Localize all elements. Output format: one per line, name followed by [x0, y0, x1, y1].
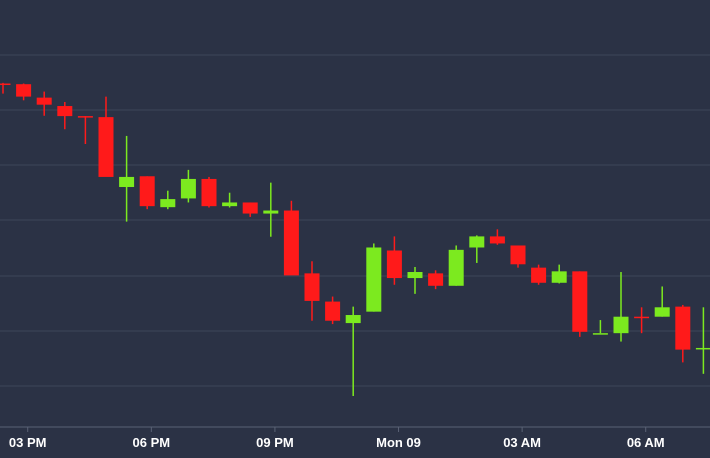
candle: [386, 236, 402, 285]
candle-body-up: [695, 347, 710, 350]
candle: [36, 91, 52, 116]
candle: [489, 229, 505, 245]
x-tick-label: 09 PM: [256, 435, 294, 450]
x-tick-label: 06 PM: [133, 435, 171, 450]
candle: [325, 296, 341, 325]
candle-body-down: [283, 210, 299, 276]
candle-body-up: [448, 249, 464, 286]
candle-body-down: [510, 245, 526, 265]
candle-body-up: [551, 271, 567, 283]
candle-body-down: [0, 83, 11, 86]
candle-body-down: [634, 316, 650, 319]
candle-body-up: [407, 272, 423, 279]
candle: [180, 169, 196, 203]
candle-body-down: [489, 236, 505, 244]
candle: [16, 83, 32, 101]
candle: [448, 245, 464, 286]
candle-body-up: [263, 210, 279, 214]
candle: [531, 264, 547, 285]
candle: [654, 286, 670, 317]
candle-body-up: [469, 236, 485, 248]
candle: [428, 270, 444, 290]
candle-body-down: [572, 271, 588, 332]
candle-body-down: [16, 84, 32, 97]
candles: [0, 82, 710, 396]
candle: [57, 102, 73, 130]
candle: [283, 200, 299, 276]
candle: [160, 190, 176, 210]
candle-body-down: [428, 273, 444, 286]
candle: [592, 320, 608, 335]
gridlines: [0, 54, 710, 387]
candle: [242, 202, 258, 217]
candle-body-down: [36, 97, 52, 105]
candle: [551, 264, 567, 284]
candle-body-up: [613, 316, 629, 334]
candle-body-down: [201, 178, 217, 207]
candle-body-up: [160, 199, 176, 208]
x-tick-label: 03 AM: [503, 435, 541, 450]
candle: [613, 272, 629, 342]
candle-body-up: [222, 202, 238, 207]
candle: [98, 96, 114, 177]
candle: [366, 243, 382, 312]
candle: [572, 271, 588, 337]
candle: [201, 176, 217, 208]
candle-body-down: [531, 267, 547, 283]
candle: [77, 116, 93, 144]
x-axis: 03 PM 06 PM 09 PM Mon 09 03 AM 06 AM: [0, 426, 710, 450]
x-tick-label: Mon 09: [376, 435, 421, 450]
candle-body-up: [180, 178, 196, 199]
candle-body-down: [139, 176, 155, 207]
candle: [263, 182, 279, 237]
candle-body-down: [304, 273, 320, 301]
candle-body-down: [325, 301, 341, 321]
candle-body-up: [654, 307, 670, 317]
candle-body-down: [386, 250, 402, 279]
candle: [345, 306, 361, 396]
x-tick-label: 06 AM: [627, 435, 665, 450]
candle: [0, 82, 11, 94]
candle: [469, 235, 485, 263]
candle: [695, 307, 710, 374]
candle-body-up: [119, 176, 135, 188]
candle: [407, 266, 423, 294]
x-tick-label: 03 PM: [9, 435, 47, 450]
candle: [139, 176, 155, 210]
candle: [222, 192, 238, 208]
candle-body-down: [77, 116, 93, 118]
candle-body-up: [345, 315, 361, 324]
candle: [675, 304, 691, 363]
candle-body-up: [366, 247, 382, 312]
candle: [510, 245, 526, 268]
candle: [119, 135, 135, 222]
candle-body-up: [592, 333, 608, 335]
candle: [304, 261, 320, 321]
candle-body-down: [57, 106, 73, 117]
candle-body-down: [98, 117, 114, 177]
candle-body-down: [675, 306, 691, 350]
candle: [634, 307, 650, 334]
candle-body-down: [242, 202, 258, 214]
